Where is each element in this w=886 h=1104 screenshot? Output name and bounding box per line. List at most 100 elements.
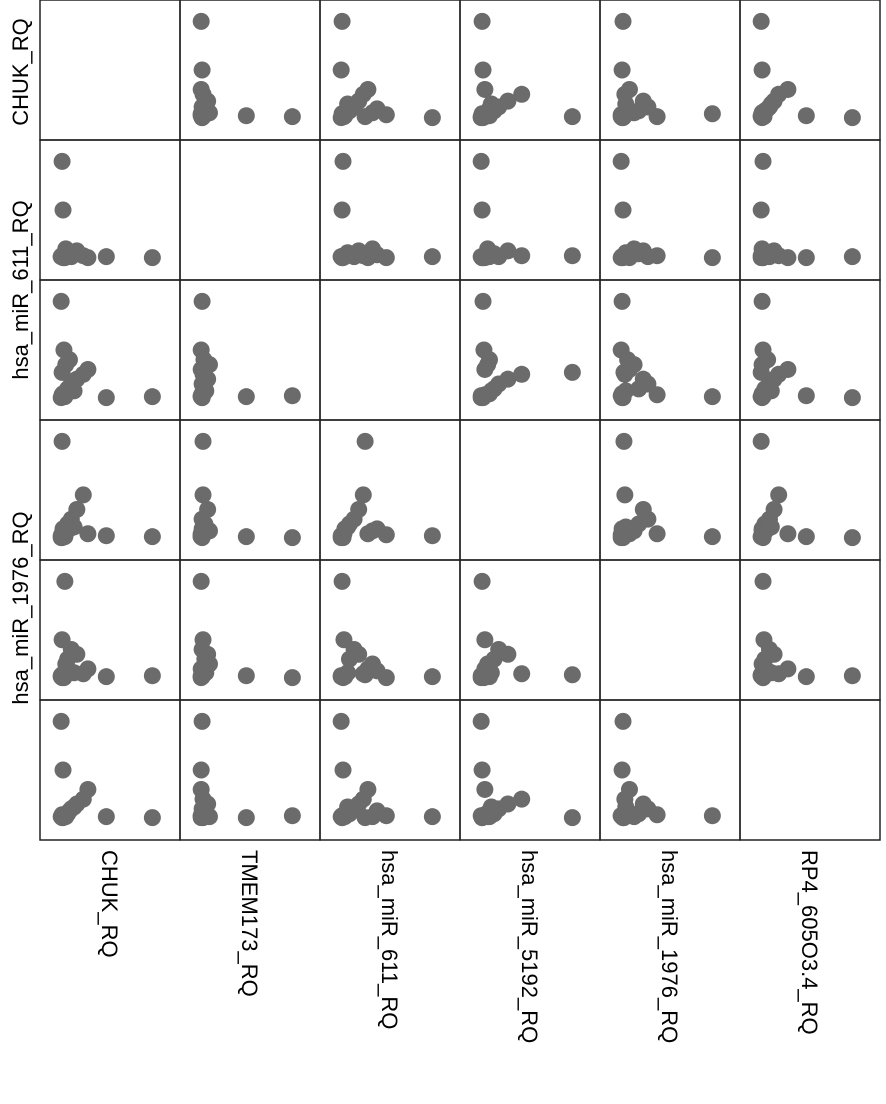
point	[513, 665, 531, 683]
point	[472, 712, 490, 730]
point	[368, 662, 386, 680]
point	[52, 712, 70, 730]
point	[613, 61, 631, 79]
point	[368, 520, 386, 538]
point	[614, 201, 632, 219]
point	[563, 363, 581, 381]
column-label: hsa_miR_5192_RQ	[517, 850, 542, 1043]
point	[53, 152, 71, 170]
point	[197, 382, 215, 400]
point	[65, 244, 83, 262]
point	[476, 780, 494, 798]
point	[762, 664, 780, 682]
point	[499, 92, 517, 110]
point	[703, 249, 721, 267]
point	[563, 247, 581, 265]
point	[283, 529, 301, 547]
point	[143, 809, 161, 827]
point	[192, 780, 210, 798]
point	[499, 242, 517, 260]
point	[237, 388, 255, 406]
point	[620, 780, 638, 798]
point	[779, 660, 797, 678]
point	[634, 92, 652, 110]
point	[753, 292, 771, 310]
point	[634, 500, 652, 518]
point	[79, 780, 97, 798]
column-label: TMEM173_RQ	[237, 850, 262, 997]
point	[354, 486, 372, 504]
point	[513, 85, 531, 103]
point	[770, 486, 788, 504]
point	[97, 248, 115, 266]
column-label: hsa_miR_611_RQ	[377, 850, 402, 1029]
point	[614, 12, 632, 30]
point	[499, 645, 517, 663]
point	[192, 80, 210, 98]
point	[79, 360, 97, 378]
point	[194, 486, 212, 504]
point	[754, 572, 772, 590]
point	[843, 667, 861, 685]
point	[765, 500, 783, 518]
row-label: CHUK_RQ	[8, 18, 33, 126]
point	[350, 500, 368, 518]
point	[473, 761, 491, 779]
point	[797, 668, 815, 686]
point	[199, 500, 217, 518]
point	[197, 798, 215, 816]
point	[333, 12, 351, 30]
panel-frame	[179, 139, 321, 281]
point	[613, 761, 631, 779]
point	[843, 109, 861, 127]
point	[779, 249, 797, 267]
point	[620, 80, 638, 98]
row-label: hsa_miR_611_RQ	[8, 200, 33, 379]
point	[74, 486, 92, 504]
point	[192, 572, 210, 590]
point	[482, 798, 500, 816]
point	[619, 351, 637, 369]
point	[193, 712, 211, 730]
point	[472, 152, 490, 170]
column-label: RP4_605O3.4_RQ	[797, 850, 822, 1035]
point	[197, 95, 215, 113]
point	[283, 669, 301, 687]
point	[779, 80, 797, 98]
point	[283, 807, 301, 825]
point	[334, 152, 352, 170]
point	[482, 664, 500, 682]
point	[143, 249, 161, 267]
point	[499, 795, 517, 813]
point	[762, 244, 780, 262]
point	[356, 432, 374, 450]
point	[237, 107, 255, 125]
point	[423, 109, 441, 127]
point	[192, 12, 210, 30]
point	[97, 527, 115, 545]
point	[843, 529, 861, 547]
point	[423, 248, 441, 266]
point	[615, 432, 633, 450]
point	[617, 95, 635, 113]
point	[617, 382, 635, 400]
point	[339, 664, 357, 682]
point	[616, 486, 634, 504]
point	[617, 518, 635, 536]
point	[97, 808, 115, 826]
point	[54, 201, 72, 219]
point	[65, 518, 83, 536]
point	[339, 518, 357, 536]
point	[334, 761, 352, 779]
point	[97, 668, 115, 686]
point	[617, 798, 635, 816]
point	[368, 246, 386, 264]
point	[350, 645, 368, 663]
point	[237, 667, 255, 685]
point	[339, 244, 357, 262]
point	[65, 798, 83, 816]
point	[192, 761, 210, 779]
point	[143, 528, 161, 546]
point	[332, 712, 350, 730]
